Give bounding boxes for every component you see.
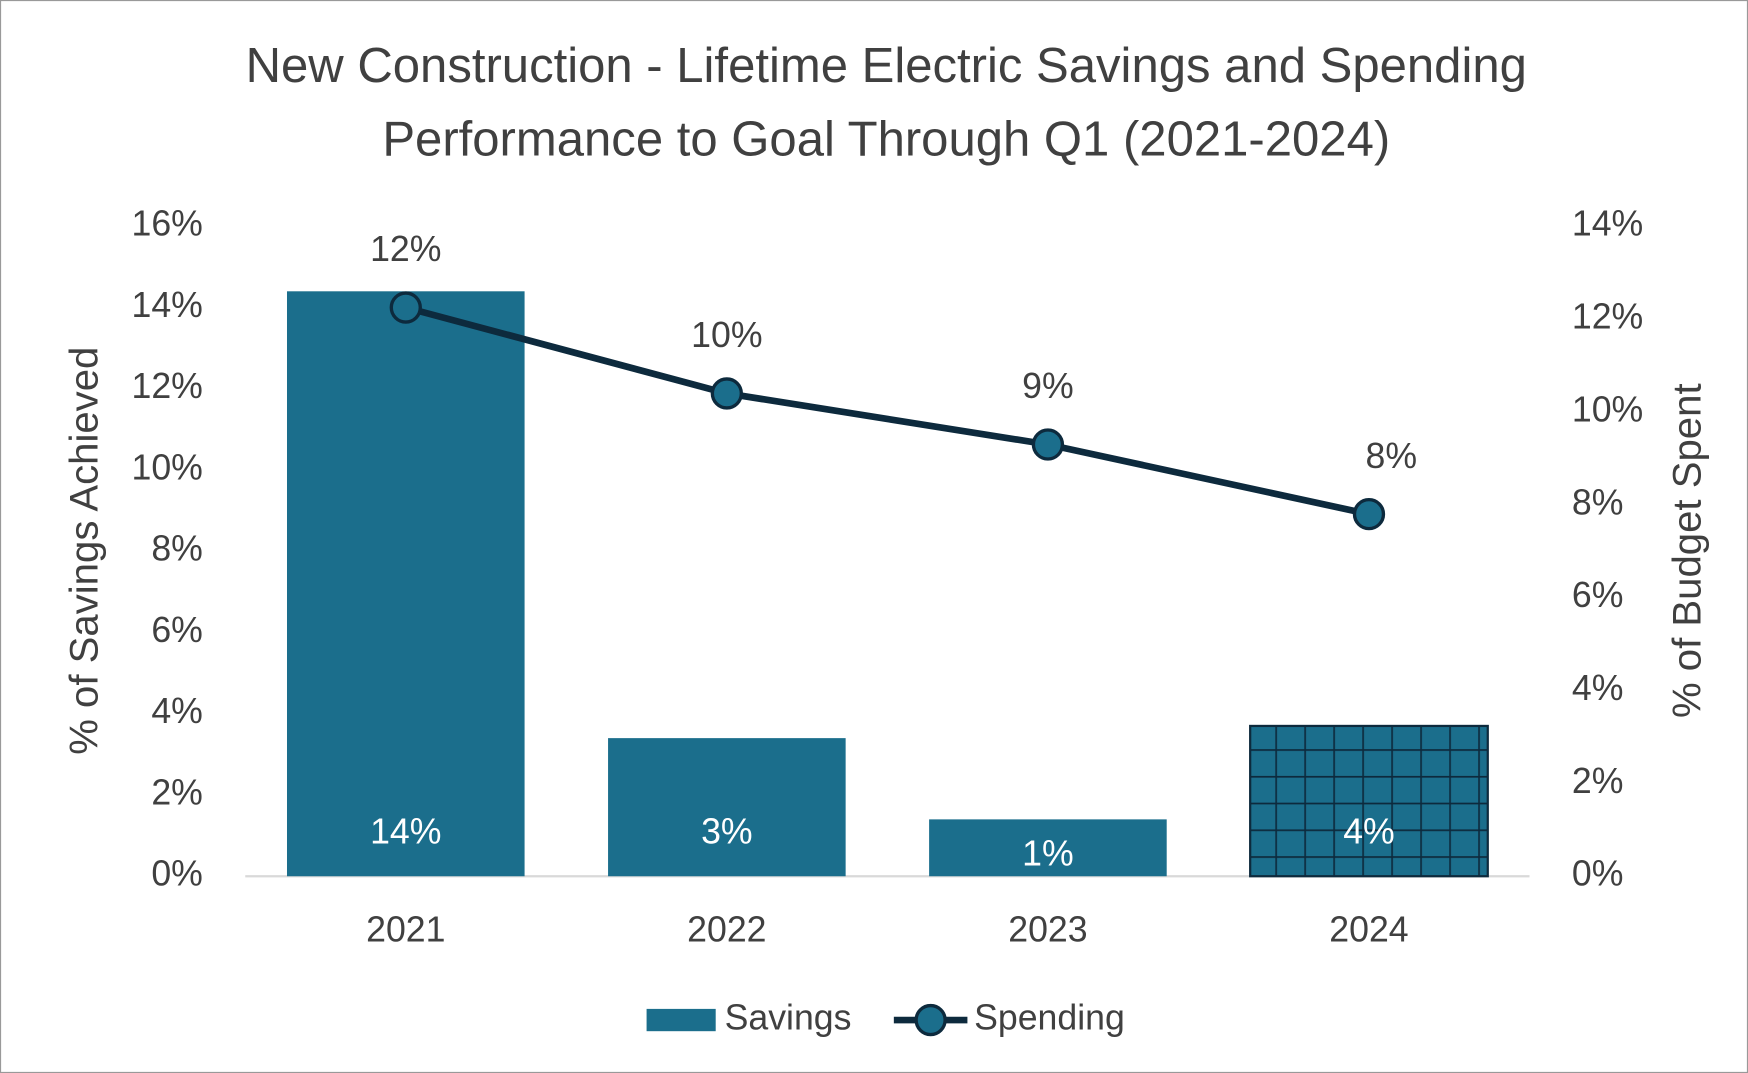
y-tick-label: 8% <box>151 529 203 569</box>
spending-line <box>404 304 1370 518</box>
y2-tick-label: 6% <box>1572 575 1624 615</box>
y2-tick-label: 0% <box>1572 854 1624 894</box>
y-tick-label: 4% <box>151 691 203 731</box>
bar <box>1249 724 1489 878</box>
bar-value-label: 1% <box>1022 834 1074 874</box>
x-tick-label: 2023 <box>1008 909 1087 949</box>
y-tick-label: 16% <box>132 204 203 244</box>
chart-title: New Construction - Lifetime Electric Sav… <box>246 39 1527 93</box>
line-value-label: 9% <box>1022 366 1074 406</box>
y-tick-label: 14% <box>132 285 203 325</box>
x-tick-label: 2021 <box>366 909 445 949</box>
y2-tick-label: 14% <box>1572 204 1643 244</box>
bar <box>286 291 525 877</box>
legend-swatch <box>646 1008 716 1032</box>
chart-title: Performance to Goal Through Q1 (2021-202… <box>382 113 1390 167</box>
x-tick-label: 2024 <box>1329 909 1408 949</box>
y2-axis-label: % of Budget Spent <box>1665 383 1710 718</box>
line-value-label: 10% <box>691 315 762 355</box>
line-marker <box>1031 428 1065 461</box>
bar-value-label: 3% <box>701 811 753 851</box>
y-tick-label: 10% <box>132 447 203 487</box>
line-marker <box>389 291 422 324</box>
y2-tick-label: 4% <box>1572 668 1624 708</box>
line-value-label: 12% <box>370 229 441 269</box>
line-marker <box>710 377 744 410</box>
bar-value-label: 14% <box>370 811 441 851</box>
y2-tick-label: 8% <box>1572 482 1624 522</box>
line-value-label: 8% <box>1365 436 1417 476</box>
x-tick-label: 2022 <box>687 909 766 949</box>
bar <box>929 819 1167 877</box>
bar <box>608 738 846 877</box>
y-tick-label: 0% <box>151 854 203 894</box>
bar-value-label: 4% <box>1343 811 1395 851</box>
legend-label: Savings <box>725 997 852 1037</box>
y2-tick-label: 10% <box>1572 389 1643 429</box>
y2-tick-label: 12% <box>1572 297 1643 337</box>
line-marker <box>1352 497 1386 531</box>
y-tick-label: 2% <box>151 772 203 812</box>
y-tick-label: 6% <box>151 610 203 650</box>
y-tick-label: 12% <box>132 366 203 406</box>
legend-swatch <box>914 1003 947 1037</box>
y-axis-label: % of Savings Achieved <box>62 347 107 755</box>
y2-tick-label: 2% <box>1572 761 1624 801</box>
legend-label: Spending <box>974 997 1125 1037</box>
